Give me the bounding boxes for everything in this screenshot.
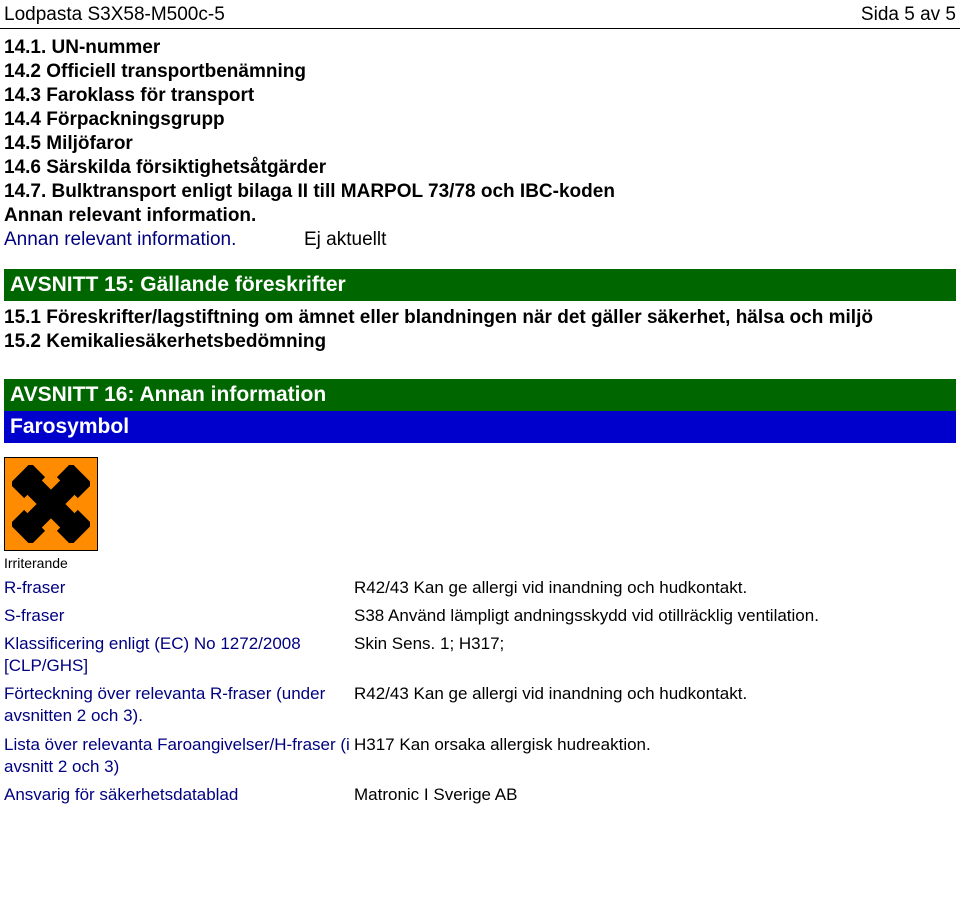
s14-item: 14.1. UN-nummer (4, 37, 956, 59)
kv-row: Förteckning över relevanta R-fraser (und… (4, 683, 956, 727)
kv-row: Lista över relevanta Faroangivelser/H-fr… (4, 734, 956, 778)
kv-value: S38 Använd lämpligt andningsskydd vid ot… (354, 605, 819, 627)
s14-item: 14.4 Förpackningsgrupp (4, 109, 956, 131)
s15-item: 15.1 Föreskrifter/lagstiftning om ämnet … (4, 307, 956, 329)
page: Lodpasta S3X58-M500c-5 Sida 5 av 5 14.1.… (0, 0, 960, 806)
kv-value: Skin Sens. 1; H317; (354, 633, 504, 655)
irritant-icon (4, 457, 98, 551)
kv-value: R42/43 Kan ge allergi vid inandning och … (354, 683, 747, 705)
kv-label: Klassificering enligt (EC) No 1272/2008 … (4, 633, 354, 677)
section-16-subheader: Farosymbol (4, 411, 956, 443)
kv-value: Matronic I Sverige AB (354, 784, 517, 806)
section-16-header: AVSNITT 16: Annan information (4, 379, 956, 411)
info-label: Annan relevant information. (4, 229, 304, 251)
s14-item: 14.7. Bulktransport enligt bilaga II til… (4, 181, 956, 203)
hazard-label: Irriterande (4, 555, 956, 571)
kv-label: Förteckning över relevanta R-fraser (und… (4, 683, 354, 727)
kv-label: Lista över relevanta Faroangivelser/H-fr… (4, 734, 354, 778)
s15-item: 15.2 Kemikaliesäkerhetsbedömning (4, 331, 956, 353)
kv-row: Ansvarig för säkerhetsdatablad Matronic … (4, 784, 956, 806)
hazard-symbol: Irriterande (4, 457, 956, 571)
header-page: Sida 5 av 5 (861, 4, 956, 26)
info-row: Annan relevant information. Ej aktuellt (4, 229, 956, 251)
section-15-header: AVSNITT 15: Gällande föreskrifter (4, 269, 956, 301)
kv-value: H317 Kan orsaka allergisk hudreaktion. (354, 734, 651, 756)
kv-value: R42/43 Kan ge allergi vid inandning och … (354, 577, 747, 599)
kv-label: Ansvarig för säkerhetsdatablad (4, 784, 354, 806)
s14-item: 14.6 Särskilda försiktighetsåtgärder (4, 157, 956, 179)
s14-item: 14.3 Faroklass för transport (4, 85, 956, 107)
s14-item: 14.2 Officiell transportbenämning (4, 61, 956, 83)
header-title: Lodpasta S3X58-M500c-5 (4, 4, 225, 26)
kv-row: Klassificering enligt (EC) No 1272/2008 … (4, 633, 956, 677)
kv-label: R-fraser (4, 577, 354, 599)
info-value: Ej aktuellt (304, 229, 386, 251)
kv-row: S-fraser S38 Använd lämpligt andningssky… (4, 605, 956, 627)
s14-item: 14.5 Miljöfaror (4, 133, 956, 155)
page-header: Lodpasta S3X58-M500c-5 Sida 5 av 5 (0, 0, 960, 29)
kv-label: S-fraser (4, 605, 354, 627)
kv-row: R-fraser R42/43 Kan ge allergi vid inand… (4, 577, 956, 599)
s14-item: Annan relevant information. (4, 205, 956, 227)
content: 14.1. UN-nummer 14.2 Officiell transport… (0, 29, 960, 806)
